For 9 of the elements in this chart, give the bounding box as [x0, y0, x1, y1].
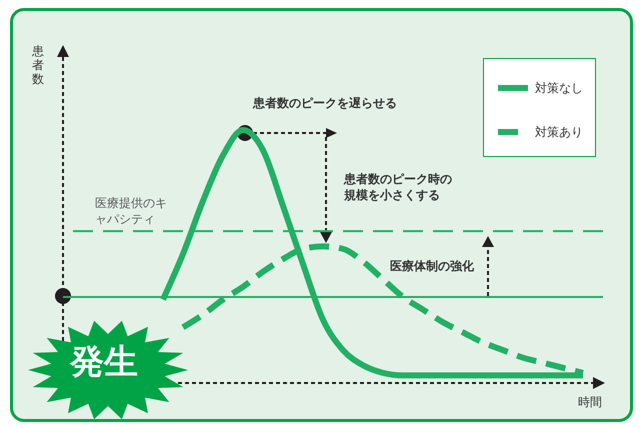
- annotation: 発生: [70, 342, 138, 382]
- ref-line-label: 医療提供のキャパシティ: [95, 195, 168, 228]
- legend-label: 対策なし: [535, 81, 583, 95]
- text: 患者数のピークを遅らせる: [253, 95, 397, 111]
- legend-label: 対策あり: [535, 125, 583, 139]
- annotation: 患者数のピーク時の規模を小さくする: [344, 171, 453, 203]
- x-axis-title: 時間: [578, 394, 602, 410]
- y-axis-title: 患者数: [32, 44, 44, 86]
- annotation: 医療体制の強化: [390, 258, 474, 274]
